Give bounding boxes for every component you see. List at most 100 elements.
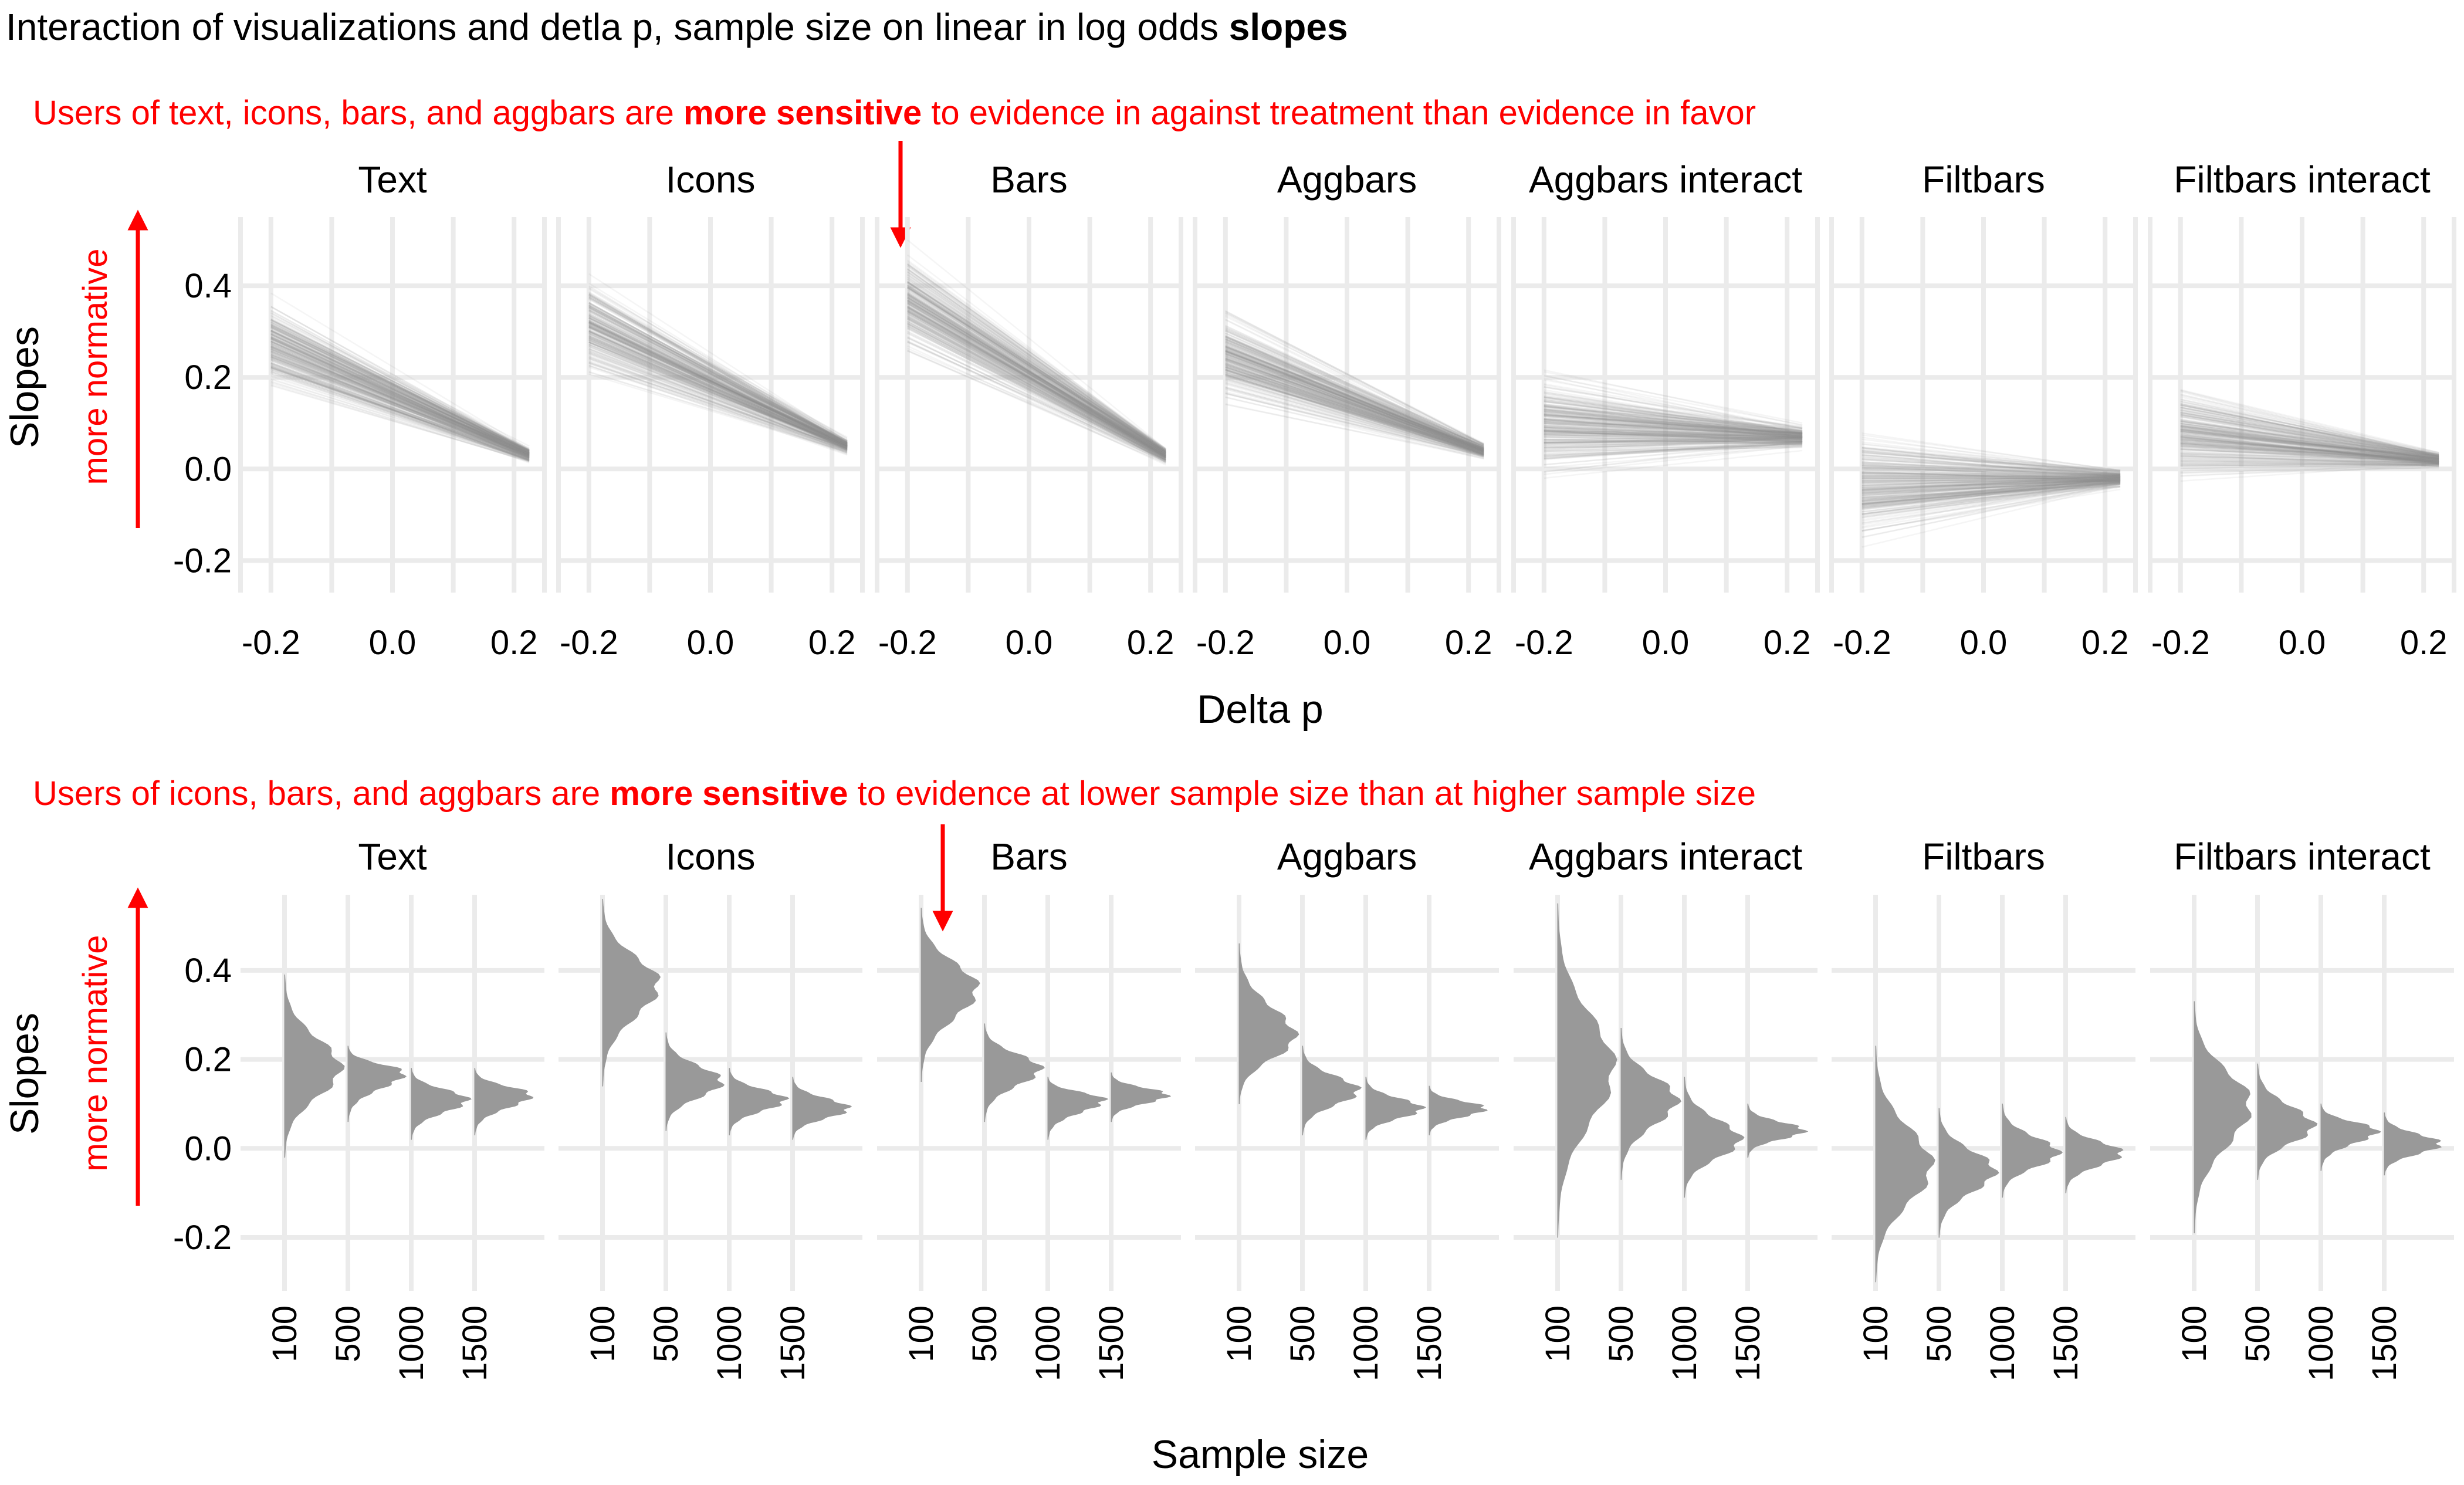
posterior-draw-line [2180, 434, 2439, 464]
posterior-draw-line [1544, 423, 1803, 439]
posterior-draw-line [1861, 480, 2121, 518]
posterior-draw-line [1544, 439, 1803, 443]
bottom-more-normative-label: more normative [76, 935, 114, 1172]
posterior-draw-line [907, 282, 1166, 454]
posterior-draw-line [2180, 437, 2439, 463]
posterior-draw-line [1544, 409, 1803, 435]
x-tick-label: 1000 [2302, 1305, 2340, 1381]
posterior-draw-line [907, 296, 1166, 455]
posterior-draw-line [1861, 479, 2121, 500]
posterior-draw-line [270, 317, 530, 452]
posterior-draw-line [907, 306, 1166, 459]
posterior-draw-line [907, 313, 1166, 456]
posterior-draw-line [1544, 437, 1803, 441]
posterior-draw-line [1225, 330, 1484, 448]
posterior-draw-line [1861, 475, 2121, 482]
posterior-draw-line [588, 336, 848, 444]
posterior-draw-line [588, 326, 848, 444]
posterior-draw-line [1544, 432, 1803, 438]
posterior-draw-line [588, 298, 848, 444]
posterior-draw-line [907, 285, 1166, 452]
posterior-draw-line [1225, 365, 1484, 455]
posterior-draw-line [2180, 445, 2439, 462]
posterior-draw-line [907, 309, 1166, 457]
posterior-draw-line [1861, 446, 2121, 472]
posterior-draw-line [1225, 391, 1484, 458]
posterior-draw-line [1861, 480, 2121, 489]
posterior-draw-line [270, 345, 530, 454]
density-500 [1620, 1027, 1681, 1180]
posterior-draw-line [2180, 443, 2439, 465]
posterior-draw-line [2180, 399, 2439, 458]
posterior-draw-line [1544, 440, 1803, 459]
posterior-draw-line [1861, 475, 2121, 479]
posterior-draw-line [588, 352, 848, 454]
posterior-draw-line [1544, 440, 1803, 459]
posterior-draw-line [588, 302, 848, 446]
posterior-draw-line [1225, 346, 1484, 447]
posterior-draw-line [588, 321, 848, 446]
posterior-draw-line [1544, 395, 1803, 427]
posterior-draw-line [907, 341, 1166, 461]
posterior-draw-line [1225, 373, 1484, 456]
posterior-draw-line [588, 307, 848, 442]
posterior-draw-line [907, 336, 1166, 464]
posterior-draw-line [2180, 427, 2439, 460]
posterior-draw-line [588, 292, 848, 444]
posterior-draw-line [1861, 481, 2121, 502]
posterior-draw-line [2180, 420, 2439, 459]
posterior-draw-line [1225, 368, 1484, 452]
posterior-draw-line [1225, 335, 1484, 446]
posterior-draw-line [588, 296, 848, 439]
posterior-draw-line [1225, 353, 1484, 451]
posterior-draw-line [270, 336, 530, 452]
posterior-draw-line [270, 362, 530, 459]
posterior-draw-line [907, 289, 1166, 454]
posterior-draw-line [1225, 358, 1484, 451]
posterior-draw-line [1544, 397, 1803, 433]
posterior-draw-line [1861, 482, 2121, 513]
posterior-draw-line [1225, 342, 1484, 449]
posterior-draw-line [907, 263, 1166, 452]
posterior-draw-line [2180, 437, 2439, 462]
posterior-draw-line [1861, 478, 2121, 495]
posterior-draw-line [1861, 480, 2121, 483]
posterior-draw-line [270, 337, 530, 459]
posterior-draw-line [1544, 441, 1803, 473]
posterior-draw-line [1544, 436, 1803, 441]
posterior-draw-line [2180, 421, 2439, 457]
posterior-draw-line [588, 345, 848, 449]
posterior-draw-line [1225, 353, 1484, 450]
posterior-draw-line [1225, 358, 1484, 454]
posterior-draw-line [1861, 473, 2121, 483]
posterior-draw-line [2180, 448, 2439, 461]
posterior-draw-line [1225, 346, 1484, 451]
posterior-draw-line [907, 313, 1166, 456]
posterior-draw-line [1861, 476, 2121, 482]
posterior-draw-line [1861, 474, 2121, 479]
posterior-draw-line [1225, 319, 1484, 449]
posterior-draw-line [270, 323, 530, 453]
posterior-draw-line [1225, 334, 1484, 448]
posterior-draw-line [270, 336, 530, 454]
density-100 [1557, 903, 1617, 1238]
posterior-draw-line [1225, 353, 1484, 454]
posterior-draw-line [907, 311, 1166, 458]
posterior-draw-line [907, 280, 1166, 453]
posterior-draw-line [2180, 463, 2439, 482]
posterior-draw-line [2180, 409, 2439, 456]
posterior-draw-line [907, 281, 1166, 454]
posterior-draw-line [1544, 430, 1803, 434]
posterior-draw-line [1544, 412, 1803, 438]
posterior-draw-line [2180, 413, 2439, 461]
posterior-draw-line [270, 331, 530, 452]
posterior-draw-line [907, 321, 1166, 457]
posterior-draw-line [588, 323, 848, 444]
posterior-draw-line [270, 341, 530, 454]
posterior-draw-line [1225, 356, 1484, 450]
posterior-draw-line [270, 333, 530, 458]
posterior-draw-line [588, 305, 848, 447]
posterior-draw-line [1225, 387, 1484, 458]
posterior-draw-line [2180, 421, 2439, 457]
